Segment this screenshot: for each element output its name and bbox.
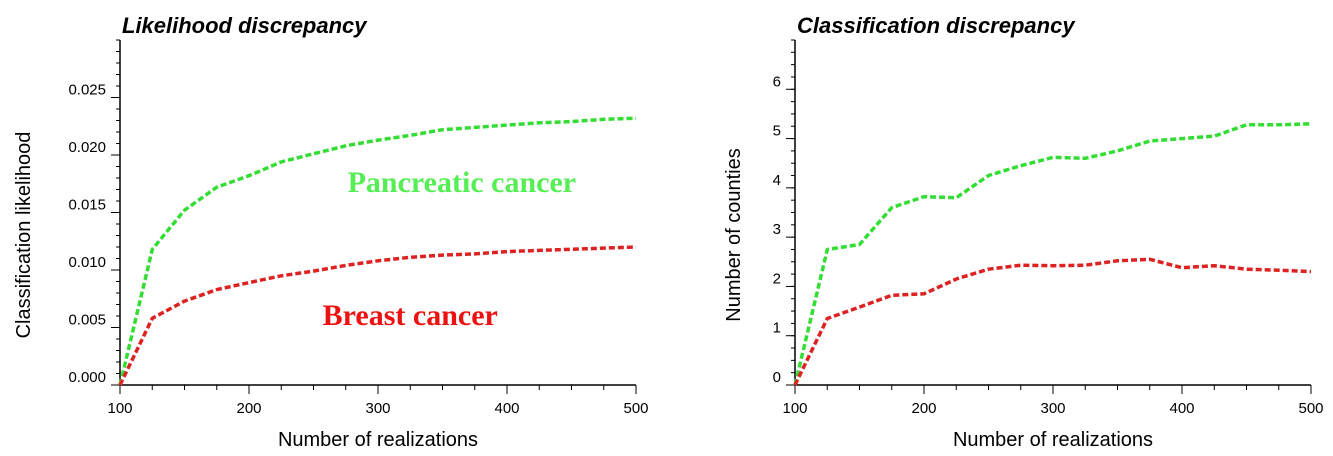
y-tick-label: 4: [773, 172, 781, 189]
x-axis-label: Number of realizations: [953, 429, 1153, 451]
x-tick-label: 200: [236, 400, 261, 417]
y-tick-label: 6: [773, 73, 781, 90]
series-line-0: [118, 116, 637, 386]
series-line-0: [793, 122, 1312, 386]
series-group: [793, 122, 1312, 386]
y-tick-label: 0: [773, 369, 781, 386]
axis-ticks: 0 1 2 3 4 5 6 100 200 300 400 500: [773, 39, 1324, 417]
x-tick-label: 100: [107, 400, 132, 417]
series-annotation: Breast cancer: [323, 299, 498, 332]
y-tick-label: 0.010: [68, 254, 106, 271]
x-tick-label: 400: [1169, 400, 1194, 417]
x-tick-label: 400: [494, 400, 519, 417]
axis-ticks: 0.000 0.005 0.010 0.015 0.020 0.025 100 200 300 4…: [68, 39, 649, 417]
annotations-group: Pancreatic cancer Breast cancer: [323, 166, 576, 332]
x-axis-label: Number of realizations: [278, 429, 478, 451]
x-tick-label: 200: [911, 400, 936, 417]
x-tick-label: 300: [365, 400, 390, 417]
series-annotation: Pancreatic cancer: [348, 166, 577, 199]
series-line-1: [118, 245, 637, 386]
x-tick-label: 500: [623, 400, 648, 417]
x-tick-label: 300: [1040, 400, 1065, 417]
series-line-1: [793, 257, 1312, 386]
y-tick-label: 0.005: [68, 312, 106, 329]
chart-title: Classification discrepancy: [797, 13, 1076, 38]
x-tick-label: 500: [1298, 400, 1323, 417]
x-tick-label: 100: [782, 400, 807, 417]
y-tick-label: 0.015: [68, 197, 106, 214]
y-tick-label: 3: [773, 221, 781, 238]
chart-title: Likelihood discrepancy: [122, 13, 368, 38]
series-group: [118, 116, 637, 386]
y-tick-label: 1: [773, 320, 781, 337]
classification-discrepancy-chart: Classification discrepancy Number of rea…: [723, 13, 1324, 451]
y-tick-label: 2: [773, 270, 781, 287]
y-tick-label: 5: [773, 123, 781, 140]
y-tick-label: 0.000: [68, 369, 106, 386]
likelihood-discrepancy-chart: Likelihood discrepancy Number of realiza…: [13, 13, 649, 451]
y-axis-label: Classification likelihood: [13, 132, 35, 339]
y-tick-label: 0.025: [68, 82, 106, 99]
y-axis-label: Number of counties: [723, 148, 745, 321]
y-tick-label: 0.020: [68, 139, 106, 156]
